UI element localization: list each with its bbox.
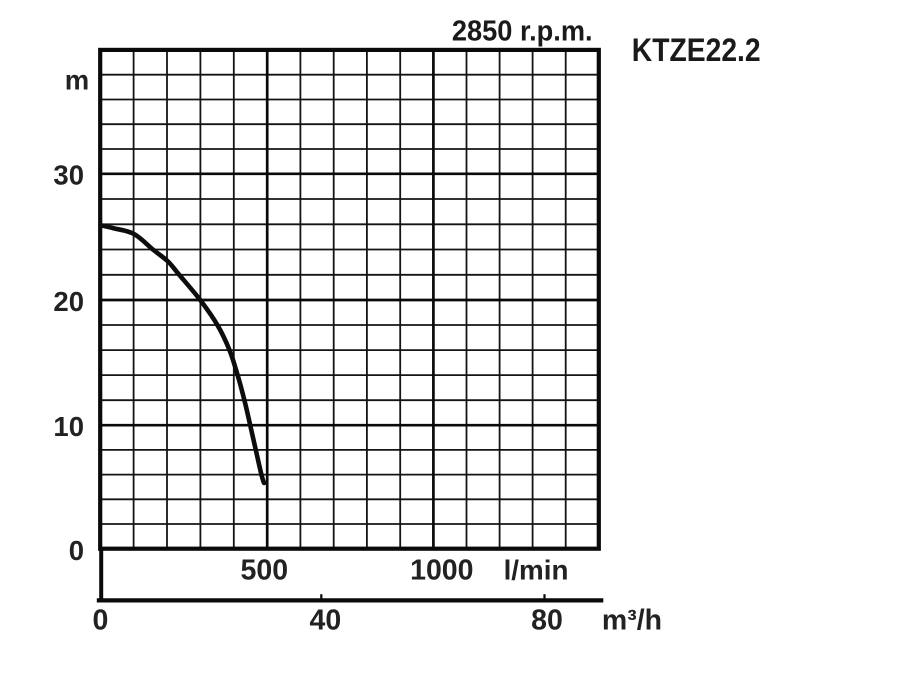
svg-text:500: 500 (241, 554, 289, 586)
svg-text:2850 r.p.m.: 2850 r.p.m. (452, 15, 593, 47)
svg-text:KTZE22.2: KTZE22.2 (632, 32, 761, 68)
svg-text:0: 0 (92, 604, 108, 636)
svg-text:30: 30 (53, 159, 84, 190)
svg-text:m³/h: m³/h (602, 604, 662, 636)
svg-text:80: 80 (531, 604, 563, 636)
svg-text:40: 40 (310, 604, 342, 636)
svg-text:10: 10 (53, 411, 84, 442)
svg-text:m: m (65, 64, 89, 95)
svg-text:1000: 1000 (410, 554, 473, 586)
svg-text:20: 20 (53, 286, 84, 317)
svg-text:0: 0 (69, 535, 84, 566)
svg-text:l/min: l/min (504, 554, 569, 585)
